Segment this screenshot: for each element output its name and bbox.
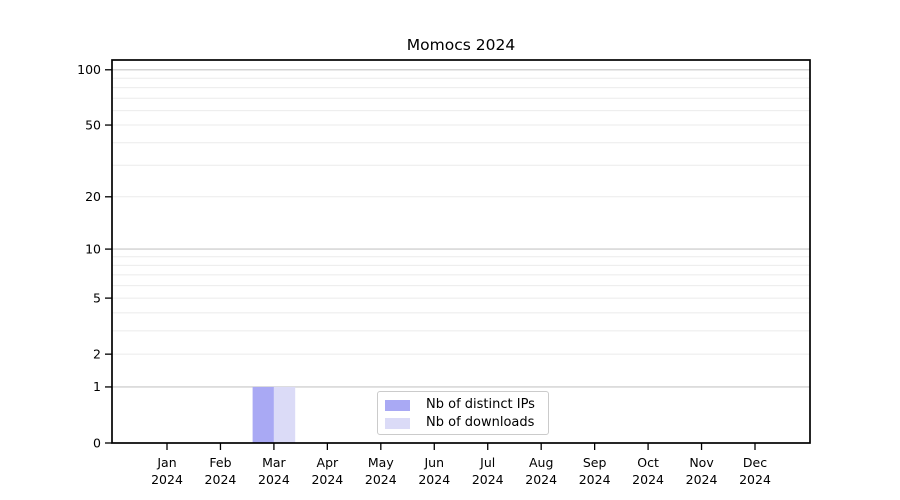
bar (273, 386, 296, 443)
legend-label-downloads: Nb of downloads (426, 415, 535, 430)
y-tick-label: 0 (93, 435, 101, 450)
x-tick-label-year: 2024 (205, 472, 237, 487)
x-tick-label-year: 2024 (525, 472, 557, 487)
x-tick-label-month: Jun (424, 455, 445, 470)
x-tick-label-year: 2024 (151, 472, 183, 487)
x-tick-label-year: 2024 (365, 472, 397, 487)
legend-label-distinct-ips: Nb of distinct IPs (426, 397, 535, 412)
y-tick-label: 50 (85, 117, 101, 132)
y-tick-label: 10 (85, 241, 101, 256)
chart-title: Momocs 2024 (406, 36, 516, 54)
x-tick-label-month: Aug (529, 455, 553, 470)
y-tick-label: 1 (93, 379, 101, 394)
x-tick-label-year: 2024 (739, 472, 771, 487)
y-tick-label: 20 (85, 189, 101, 204)
x-tick-label-year: 2024 (686, 472, 718, 487)
x-tick-label-year: 2024 (472, 472, 504, 487)
x-tick-label-month: Dec (743, 455, 767, 470)
plot-border (111, 59, 811, 444)
x-tick-label-year: 2024 (258, 472, 290, 487)
legend: Nb of distinct IPs Nb of downloads (377, 391, 549, 435)
x-tick-label-month: Oct (637, 455, 659, 470)
x-tick-label-month: Sep (583, 455, 607, 470)
bar (252, 386, 274, 443)
x-tick-label-year: 2024 (632, 472, 664, 487)
y-tick-label: 5 (93, 290, 101, 305)
x-tick-label-year: 2024 (579, 472, 611, 487)
x-tick-label-month: Nov (689, 455, 714, 470)
legend-swatch-distinct-ips (385, 399, 410, 411)
legend-item-downloads: Nb of downloads (378, 414, 548, 432)
legend-item-distinct-ips: Nb of distinct IPs (378, 396, 548, 414)
y-tick-label: 2 (93, 346, 101, 361)
legend-swatch-downloads (385, 417, 410, 429)
x-tick-label-year: 2024 (311, 472, 343, 487)
x-tick-label-month: Mar (262, 455, 286, 470)
x-tick-label-month: Jul (479, 455, 495, 470)
x-tick-label-month: May (368, 455, 394, 470)
x-tick-label-month: Apr (317, 455, 339, 470)
y-tick-label: 100 (77, 62, 101, 77)
x-tick-label-month: Feb (209, 455, 231, 470)
x-tick-label-month: Jan (156, 455, 176, 470)
x-tick-label-year: 2024 (418, 472, 450, 487)
